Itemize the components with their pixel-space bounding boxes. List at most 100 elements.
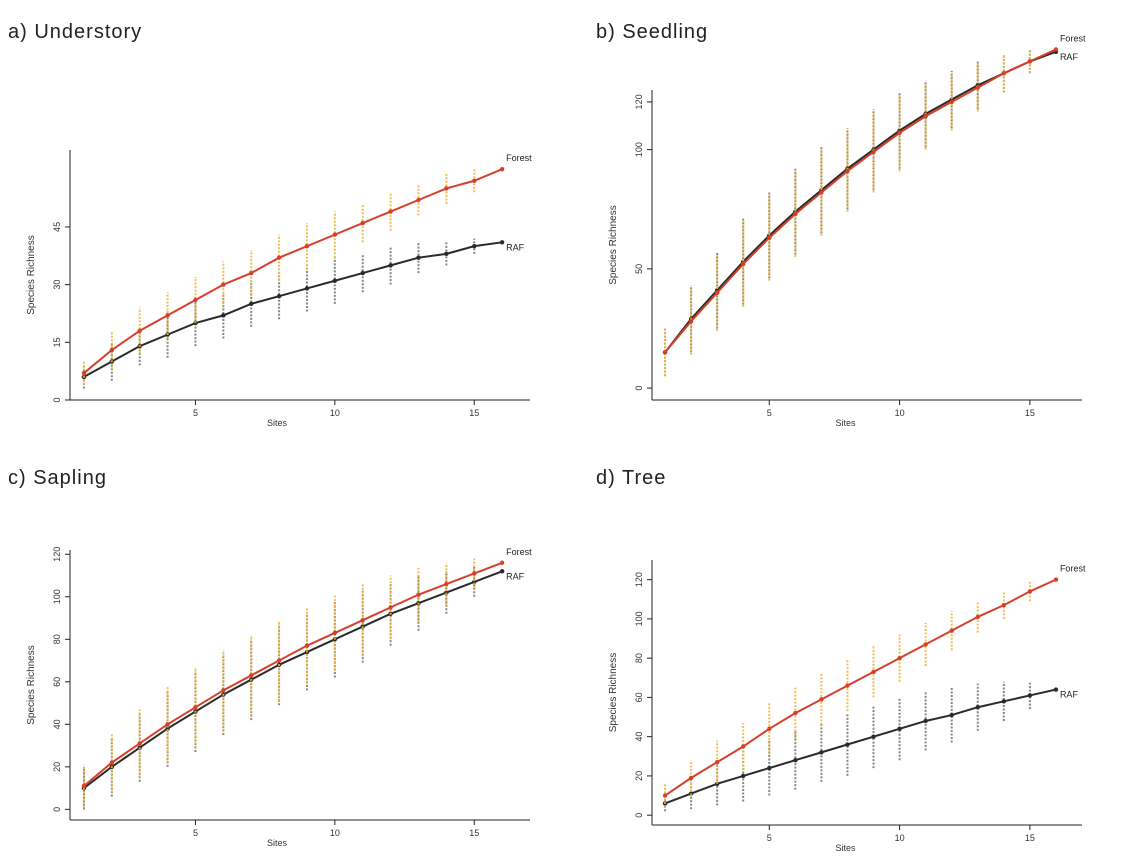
data-point — [249, 270, 254, 276]
x-tick-label: 10 — [895, 408, 905, 418]
data-point — [304, 286, 310, 291]
y-axis-label: Species Richness — [26, 645, 37, 724]
data-point — [923, 718, 928, 724]
data-point — [221, 688, 226, 693]
series-label-forest: Forest — [1060, 564, 1086, 574]
y-tick-label: 100 — [634, 611, 644, 626]
x-axis-label: Sites — [835, 843, 856, 853]
series-forest: Forest — [81, 547, 532, 808]
data-point — [767, 765, 772, 771]
data-point — [1053, 577, 1059, 582]
series-raf: RAF — [81, 238, 525, 389]
data-point — [897, 655, 902, 661]
data-point — [472, 571, 477, 576]
data-point — [975, 85, 980, 90]
y-tick-label: 15 — [52, 337, 62, 347]
y-tick-label: 0 — [634, 386, 644, 391]
data-point — [388, 605, 393, 610]
series-line — [83, 561, 503, 787]
data-point — [741, 773, 746, 779]
data-point — [793, 211, 798, 217]
series-label-raf: RAF — [506, 242, 525, 252]
data-point — [499, 167, 505, 172]
series-label-raf: RAF — [506, 571, 525, 581]
data-point — [221, 282, 226, 287]
y-tick-label: 40 — [52, 719, 62, 729]
data-point — [1053, 47, 1059, 52]
data-point — [472, 243, 477, 249]
plots-group: 0 15 30 45 5 10 15 Sites Species Richness RAF Fore… — [26, 33, 1086, 853]
y-axis-label: Species Richness — [608, 653, 619, 732]
data-point — [360, 270, 365, 276]
data-point — [688, 775, 694, 781]
data-point — [444, 590, 449, 595]
data-point — [165, 313, 170, 318]
x-tick-label: 10 — [330, 828, 340, 838]
x-tick-label: 5 — [767, 408, 772, 418]
panel-title-tree: d) Tree — [596, 467, 666, 489]
data-point — [193, 297, 198, 303]
data-point — [793, 758, 798, 763]
data-point — [137, 328, 142, 333]
x-tick-label: 15 — [469, 828, 479, 838]
data-point — [845, 683, 850, 688]
data-point — [793, 710, 798, 716]
data-point — [304, 243, 310, 249]
data-point — [499, 560, 505, 565]
data-point — [923, 114, 928, 119]
data-point — [975, 614, 980, 620]
data-point — [332, 278, 338, 283]
data-point — [1027, 59, 1033, 64]
data-point — [662, 350, 668, 355]
y-tick-label: 100 — [634, 142, 644, 157]
y-tick-label: 80 — [52, 634, 62, 644]
data-point — [923, 642, 928, 647]
series-forest: Forest — [81, 153, 532, 385]
panel-title-seedling: b) Seedling — [596, 21, 708, 43]
data-point — [332, 630, 338, 636]
data-point — [741, 744, 746, 749]
y-tick-label: 120 — [52, 547, 62, 562]
x-tick-label: 5 — [193, 828, 198, 838]
data-point — [1001, 699, 1007, 704]
series-forest: Forest — [662, 564, 1086, 808]
y-tick-label: 45 — [52, 222, 62, 232]
data-point — [871, 669, 876, 675]
data-point — [767, 726, 772, 732]
y-tick-label: 60 — [52, 677, 62, 687]
data-point — [360, 220, 365, 226]
y-tick-label: 20 — [52, 762, 62, 772]
data-point — [388, 209, 393, 214]
y-tick-label: 0 — [52, 397, 62, 402]
y-axis-label: Species Richness — [26, 235, 37, 314]
y-tick-label: 100 — [52, 589, 62, 604]
data-point — [949, 712, 954, 718]
series-line — [83, 570, 503, 789]
data-point — [193, 705, 198, 710]
series-line — [83, 241, 503, 378]
x-tick-label: 15 — [469, 408, 479, 418]
panel-title-understory: a) Understory — [8, 21, 142, 43]
data-point — [304, 643, 310, 648]
data-point — [360, 617, 365, 623]
data-point — [1027, 589, 1033, 594]
series-label-forest: Forest — [506, 153, 532, 163]
data-point — [165, 726, 170, 731]
data-point — [249, 301, 254, 307]
data-point — [416, 197, 421, 203]
series-line — [664, 578, 1057, 797]
data-point — [949, 628, 954, 633]
data-point — [897, 726, 902, 732]
y-tick-label: 0 — [634, 813, 644, 818]
data-point — [276, 293, 282, 299]
data-point — [388, 263, 393, 268]
x-tick-label: 15 — [1025, 408, 1035, 418]
y-axis-label: Species Richness — [608, 205, 619, 284]
data-point — [221, 313, 226, 318]
series-line — [664, 48, 1057, 353]
data-point — [416, 592, 421, 597]
chart-panel-d: 0 20 40 60 80 100 120 5 10 15 Sites Species Richnes… — [608, 560, 1086, 853]
x-tick-label: 15 — [1025, 833, 1035, 843]
chart-panel-c: 0 20 40 60 80 100 120 5 10 15 Sites Species Richnes… — [26, 547, 532, 848]
data-point — [165, 722, 170, 727]
